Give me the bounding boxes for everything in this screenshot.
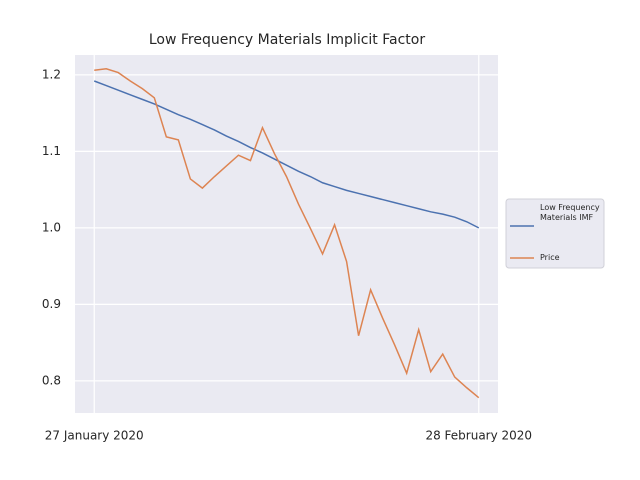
legend-label-box: Price (540, 253, 560, 262)
series-line (94, 68, 480, 399)
y-tick-label: 1.0 (42, 220, 61, 234)
legend-label: Price (540, 253, 560, 262)
y-tick-label: 1.1 (42, 144, 61, 158)
series-line (93, 80, 480, 229)
chart-title: Low Frequency Materials Implicit Factor (149, 32, 425, 48)
y-tick-label: 0.9 (42, 297, 61, 311)
y-tick-label: 1.2 (42, 67, 61, 81)
legend-box (505, 198, 605, 269)
legend-label-box: Low Frequency Materials IMF (540, 203, 600, 222)
x-tick-label: 27 January 2020 (45, 429, 144, 443)
legend-label: Low Frequency Materials IMF (540, 203, 600, 222)
x-tick-label: 28 February 2020 (425, 429, 532, 443)
legend: Low Frequency Materials IMF Price (505, 198, 605, 269)
plot-background (75, 55, 498, 413)
y-tick-label: 0.8 (42, 373, 61, 387)
